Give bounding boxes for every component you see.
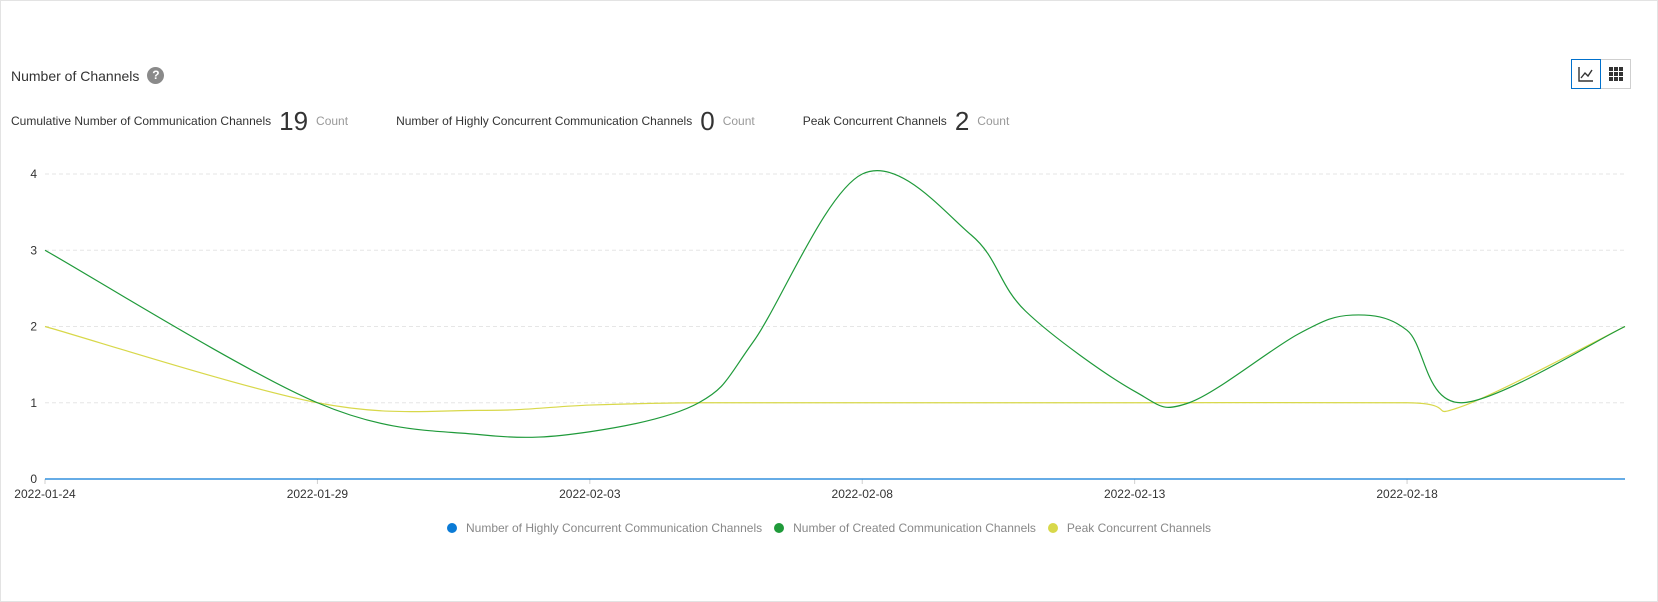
stat-label: Peak Concurrent Channels [802,114,947,128]
chart-title: Number of Channels [11,67,140,84]
line-chart-icon [1578,67,1593,82]
stat-value: 0 [700,106,715,136]
y-tick-label: 2 [30,320,37,334]
chart-legend: Number of Highly Concurrent Communicatio… [1,521,1657,535]
x-tick-label: 2022-01-29 [287,487,349,501]
legend-item-highly-concurrent[interactable]: Number of Highly Concurrent Communicatio… [446,521,763,535]
stat-label: Cumulative Number of Communication Chann… [11,114,272,128]
legend-label: Peak Concurrent Channels [1066,521,1212,535]
stats-row: Cumulative Number of Communication Chann… [11,107,1057,135]
x-tick-label: 2022-02-13 [1104,487,1166,501]
line-chart-view-button[interactable] [1571,59,1601,89]
stat-highly-concurrent-channels: Number of Highly Concurrent Communicatio… [396,107,755,135]
grid-icon [1608,67,1623,81]
legend-item-created-channels[interactable]: Number of Created Communication Channels [774,521,1036,535]
x-tick-label: 2022-01-24 [14,487,76,501]
legend-dot [446,523,457,533]
x-tick-label: 2022-02-03 [559,487,621,501]
x-tick-label: 2022-02-08 [832,487,894,501]
stat-unit: Count [316,114,349,128]
y-tick-label: 3 [30,243,37,257]
stat-value: 19 [279,106,309,136]
stat-unit: Count [722,114,755,128]
legend-label: Number of Created Communication Channels [793,521,1036,535]
series-line-1 [44,170,1626,438]
stat-peak-concurrent-channels: Peak Concurrent Channels 2 Count [803,107,1010,135]
y-tick-label: 0 [30,472,37,486]
line-chart: 0 1 2 3 4 2022-01-24 2022-01-29 2022-02-03 2022-… [14,167,1626,501]
legend-label: Number of Highly Concurrent Communicatio… [465,521,763,535]
stat-label: Number of Highly Concurrent Communicatio… [396,114,693,128]
series-line-2 [44,325,1626,413]
y-tick-label: 4 [30,167,37,181]
chart-header: Number of Channels ? [11,67,165,84]
stat-value: 2 [954,106,970,136]
view-toggle [1571,59,1631,89]
help-icon[interactable]: ? [147,67,165,84]
legend-dot [774,523,785,533]
stat-unit: Count [977,114,1010,128]
x-tick-label: 2022-02-18 [1376,487,1438,501]
legend-dot [1047,523,1058,533]
legend-item-peak-concurrent[interactable]: Peak Concurrent Channels [1047,521,1212,535]
y-tick-label: 1 [30,396,37,410]
stat-cumulative-channels: Cumulative Number of Communication Chann… [11,107,348,135]
grid-view-button[interactable] [1601,59,1631,89]
